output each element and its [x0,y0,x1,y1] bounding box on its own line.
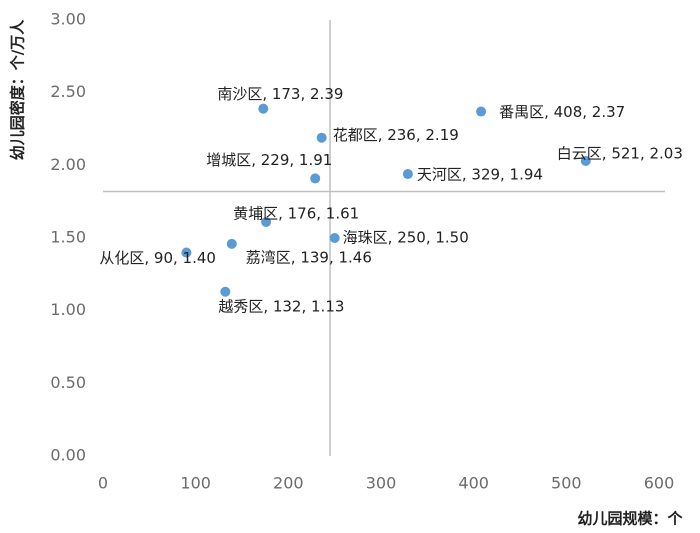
point [220,286,231,297]
y-tick-label: 0.00 [50,446,86,465]
point [181,247,192,258]
x-tick-label: 300 [366,474,397,493]
point-label: 增城区, 229, 1.91 [206,151,332,169]
point-label: 从化区, 90, 1.40 [99,249,216,267]
x-tick-label: 500 [551,474,582,493]
point-label: 黄埔区, 176, 1.61 [233,205,359,223]
x-tick-label: 0 [98,474,108,493]
point-label: 海珠区, 250, 1.50 [343,229,469,247]
point [316,132,327,143]
x-tick-label: 400 [458,474,489,493]
point-label: 荔湾区, 139, 1.46 [246,248,372,266]
point [329,233,340,243]
point-label: 白云区, 521, 2.03 [557,144,683,162]
point [476,106,487,117]
x-tick-label: 100 [180,474,211,493]
y-tick-label: 1.00 [50,300,86,319]
point-label: 天河区, 329, 1.94 [417,166,543,184]
point [310,173,321,184]
point-label: 花都区, 236, 2.19 [333,126,459,144]
y-axis-title: 幼儿园密度：个/万人 [9,19,27,160]
x-tick-label: 200 [273,474,304,493]
y-tick-label: 1.50 [50,228,86,247]
point [258,103,269,114]
y-tick-label: 2.00 [50,155,86,174]
point-label: 番禺区, 408, 2.37 [499,103,625,121]
x-tick-label: 600 [644,474,675,493]
x-axis-title: 幼儿园规模：个 [577,510,683,528]
point-label: 南沙区, 173, 2.39 [217,85,343,103]
point [226,238,237,249]
point-label: 越秀区, 132, 1.13 [218,297,344,315]
point [580,155,591,166]
y-tick-label: 0.50 [50,373,86,392]
y-tick-label: 2.50 [50,82,86,101]
point [402,169,413,180]
point [261,217,272,228]
y-tick-label: 3.00 [50,10,86,29]
